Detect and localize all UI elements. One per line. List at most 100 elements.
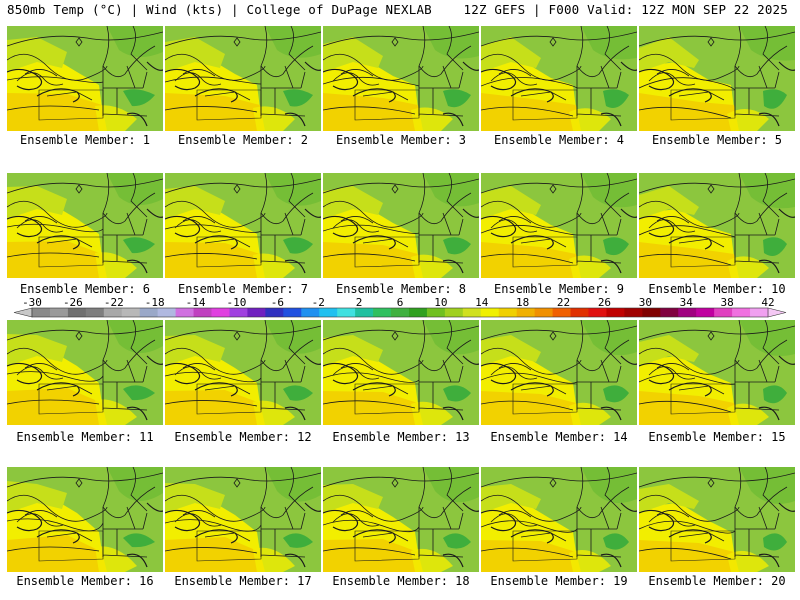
ensemble-member-label: Ensemble Member: 8 [335,282,467,296]
ensemble-member-map [7,320,163,425]
ensemble-member-map [7,26,163,131]
colorbar-tick-label: -2 [312,296,325,309]
colorbar-swatch [498,308,518,317]
ensemble-member-label: Ensemble Member: 15 [648,430,786,444]
colorbar-swatch [588,308,607,317]
ensemble-member-label: Ensemble Member: 6 [19,282,151,296]
ensemble-member-map [481,320,637,425]
ensemble-member-label: Ensemble Member: 12 [174,430,312,444]
colorbar-swatch [211,308,230,317]
colorbar-swatch [229,308,248,317]
colorbar-swatch [355,308,374,317]
colorbar-tick-label: 42 [761,296,774,309]
colorbar-swatch [373,308,392,317]
colorbar-swatch [337,308,356,317]
ensemble-member-label: Ensemble Member: 3 [335,133,467,147]
colorbar-tick-label: -14 [186,296,206,309]
temperature-colorbar: -30 -26 -22 -18 -14 -10 -6 -2 2 6 10 14 18 22 26 30 34 38… [13,296,787,318]
colorbar-tick-label: 10 [434,296,447,309]
ensemble-member-map [7,173,163,278]
colorbar-swatch [67,308,87,317]
ensemble-member-label: Ensemble Member: 14 [490,430,628,444]
colorbar-swatch [606,308,625,317]
ensemble-member-map [639,173,795,278]
ensemble-member-map [165,467,321,572]
ensemble-member-label: Ensemble Member: 16 [16,574,154,588]
ensemble-member-map [481,26,637,131]
ensemble-member-map [165,173,321,278]
colorbar-swatch [103,308,123,317]
ensemble-member-map [7,467,163,572]
ensemble-member-map [481,467,637,572]
colorbar-swatch [121,308,141,317]
ensemble-member-map [165,26,321,131]
ensemble-member-label: Ensemble Member: 1 [19,133,151,147]
colorbar-tick-label: 6 [397,296,404,309]
colorbar-swatch [714,308,733,317]
colorbar-tick-label: -18 [145,296,165,309]
ensemble-member-map [323,320,479,425]
colorbar-swatch [534,308,553,317]
colorbar-swatch [391,308,410,317]
ensemble-member-map [323,26,479,131]
ensemble-member-label: Ensemble Member: 13 [332,430,470,444]
colorbar-tick-label: -30 [22,296,42,309]
ensemble-member-map [639,26,795,131]
ensemble-member-label: Ensemble Member: 11 [16,430,154,444]
colorbar-swatch [139,308,159,317]
colorbar-outline [31,307,769,318]
colorbar-swatch [570,308,589,317]
colorbar-swatch [265,308,284,317]
ensemble-member-label: Ensemble Member: 19 [490,574,628,588]
colorbar-swatch [660,308,679,317]
ensemble-member-map [165,320,321,425]
ensemble-member-label: Ensemble Member: 18 [332,574,470,588]
colorbar-tick-label: 2 [356,296,363,309]
colorbar-swatch [480,308,500,317]
colorbar-swatch [678,308,697,317]
colorbar-swatch [750,308,769,317]
colorbar-swatch [32,308,51,317]
ensemble-member-label: Ensemble Member: 4 [493,133,625,147]
colorbar-swatch [624,308,643,317]
ensemble-member-map [639,467,795,572]
colorbar-tick-label: -26 [63,296,83,309]
colorbar-swatch [319,308,338,317]
colorbar-right-arrow [767,307,787,318]
colorbar-swatch [247,308,266,317]
colorbar-tick-label: 30 [639,296,652,309]
ensemble-member-label: Ensemble Member: 17 [174,574,312,588]
colorbar-swatch [283,308,302,317]
colorbar-swatch [49,308,69,317]
colorbar-swatch [696,308,715,317]
colorbar-swatch [552,308,571,317]
colorbar-swatch [85,308,105,317]
colorbar-swatch [516,308,536,317]
ensemble-member-label: Ensemble Member: 2 [177,133,309,147]
ensemble-member-label: Ensemble Member: 5 [651,133,783,147]
colorbar-swatch [642,308,661,317]
colorbar-tick-label: -10 [227,296,247,309]
colorbar-tick-label: -6 [271,296,284,309]
chart-title-right: 12Z GEFS | F000 Valid: 12Z MON SEP 22 20… [463,2,788,17]
colorbar-swatch [462,308,482,317]
colorbar-swatch [732,308,751,317]
colorbar-tick-label: 18 [516,296,529,309]
colorbar-tick-label: 22 [557,296,570,309]
colorbar-tick-label: 34 [680,296,694,309]
ensemble-member-label: Ensemble Member: 9 [493,282,625,296]
colorbar-swatch [157,308,177,317]
colorbar-tick-label: 26 [598,296,611,309]
colorbar-tick-label: 38 [720,296,733,309]
ensemble-member-map [639,320,795,425]
colorbar-swatch [175,308,194,317]
ensemble-member-label: Ensemble Member: 7 [177,282,309,296]
chart-title-left: 850mb Temp (°C) | Wind (kts) | College o… [7,2,432,17]
ensemble-member-label: Ensemble Member: 20 [648,574,786,588]
ensemble-member-label: Ensemble Member: 10 [648,282,786,296]
ensemble-member-map [323,173,479,278]
colorbar-tick-label: 14 [475,296,489,309]
ensemble-member-map [481,173,637,278]
colorbar-left-arrow [13,307,33,318]
colorbar-swatch [301,308,320,317]
